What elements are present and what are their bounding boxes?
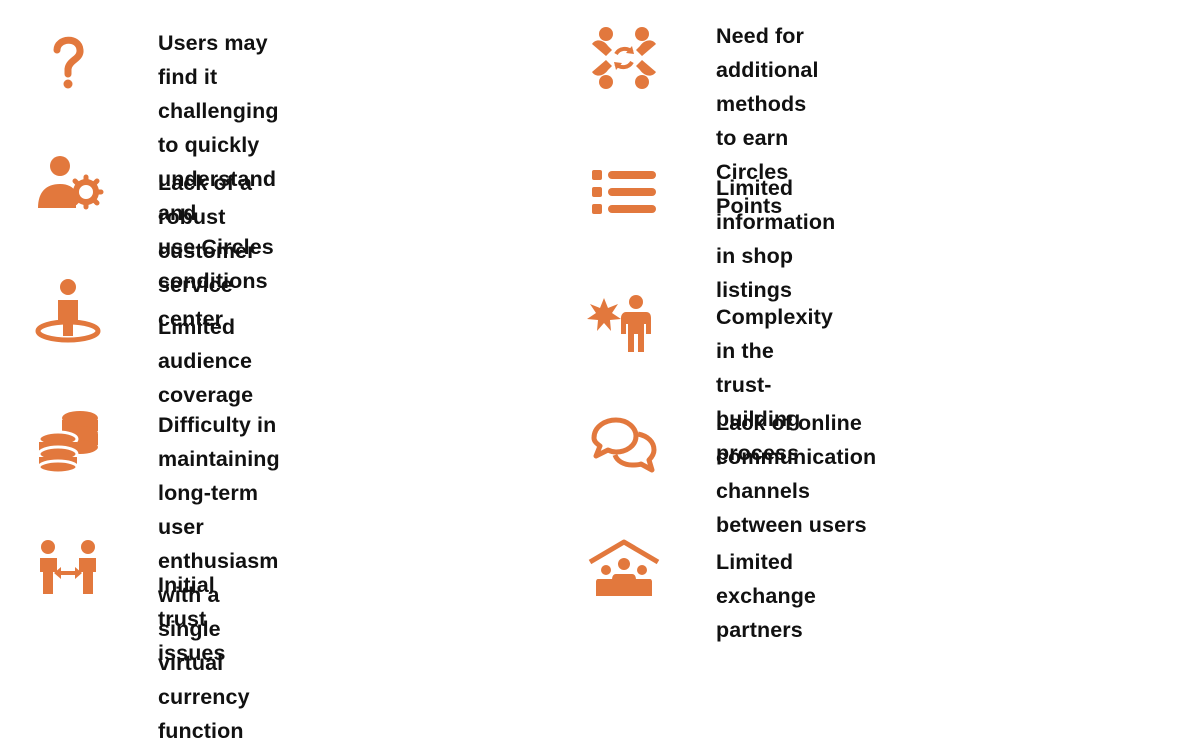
item-text: Limited information in shop listings	[716, 176, 836, 302]
coins-stack-icon	[32, 404, 108, 480]
item-text: Lack of a robust customer service center	[158, 171, 256, 331]
item-text: Need for additional methods to earn Circ…	[716, 24, 819, 218]
list-icon	[586, 158, 662, 234]
circular-teamwork-icon	[586, 20, 662, 96]
family-house-icon	[586, 532, 662, 608]
item-text: Limited exchange partners	[716, 550, 816, 642]
person-spark-icon	[586, 290, 662, 366]
item-text: Users may find it challenging to quickly…	[158, 31, 279, 293]
people-exchange-icon	[30, 530, 106, 606]
item-text: Limited audience coverage	[158, 315, 254, 407]
item-text: Lack of online communication channels be…	[716, 411, 877, 537]
item-text: Initial trust issues	[158, 573, 226, 665]
chat-bubbles-icon	[586, 408, 662, 484]
user-gear-icon	[32, 144, 108, 220]
user-location-icon	[30, 274, 106, 350]
question-mark-icon	[30, 24, 106, 100]
item-text: Complexity in the trust-building process	[716, 305, 833, 465]
